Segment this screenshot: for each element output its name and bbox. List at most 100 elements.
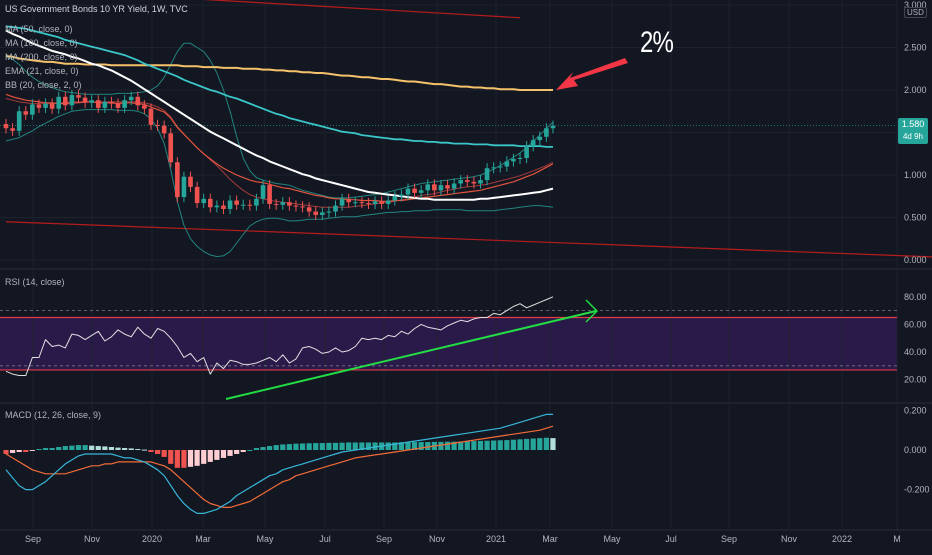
macd-histogram-bar xyxy=(543,437,549,450)
candle-body xyxy=(544,128,549,137)
macd-histogram-bar xyxy=(227,450,233,456)
macd-histogram-bar xyxy=(23,450,29,452)
chart-title: US Government Bonds 10 YR Yield, 1W, TVC xyxy=(5,4,188,14)
price-tick-label: 3.000 xyxy=(904,0,927,10)
annotation-2pct: 2% xyxy=(640,26,674,59)
macd-histogram-bar xyxy=(471,441,477,450)
macd-histogram-bar xyxy=(332,442,339,450)
time-tick-label: Jul xyxy=(665,534,677,544)
candle-body xyxy=(352,202,358,204)
candle-body xyxy=(135,96,141,106)
rsi-band xyxy=(0,317,897,370)
ma50-line xyxy=(5,25,553,148)
candle-body xyxy=(142,105,147,109)
candle-body xyxy=(445,185,450,189)
macd-line xyxy=(5,413,553,515)
candle-body xyxy=(530,140,536,147)
candle-body xyxy=(306,207,312,212)
macd-histogram-bar xyxy=(293,443,299,450)
time-tick-label: 2021 xyxy=(486,534,506,544)
candle-body xyxy=(69,95,75,106)
candle-body xyxy=(550,125,556,129)
candle-body xyxy=(346,198,351,203)
last-price-countdown: 4d 9h xyxy=(902,132,924,141)
macd-histogram-bar xyxy=(42,448,49,450)
channel-lower-line xyxy=(5,221,932,258)
candle-body xyxy=(161,125,167,134)
indicator-ma50-label[interactable]: MA (50, close, 0) xyxy=(5,24,73,34)
red-arrow-icon xyxy=(556,58,628,90)
candle-body xyxy=(260,185,266,199)
indicator-ma100-label[interactable]: MA (100, close, 0) xyxy=(5,38,78,48)
macd-histogram-bar xyxy=(69,445,75,450)
candle-body xyxy=(63,96,68,106)
candle-body xyxy=(201,198,206,204)
macd-histogram-bar xyxy=(240,450,246,452)
macd-signal-line xyxy=(5,425,554,508)
channel-upper-line xyxy=(202,0,521,19)
macd-histogram-bar xyxy=(234,450,240,454)
time-tick-label: Sep xyxy=(376,534,392,544)
macd-histogram-bar xyxy=(339,442,345,450)
macd-histogram-bar xyxy=(425,442,431,450)
candle-body xyxy=(465,180,470,182)
macd-histogram-bar xyxy=(530,438,536,450)
candle-body xyxy=(49,103,55,109)
time-tick-label: Nov xyxy=(84,534,101,544)
candle-body xyxy=(175,162,180,198)
macd-label[interactable]: MACD (12, 26, close, 9) xyxy=(5,410,102,420)
macd-histogram-bar xyxy=(148,450,154,452)
candle-body xyxy=(399,194,404,197)
candle-body xyxy=(273,203,279,205)
price-tick-label: 0.500 xyxy=(904,213,927,223)
currency-label: USD xyxy=(904,7,927,18)
candle-body xyxy=(471,181,477,184)
macd-histogram-bar xyxy=(306,443,312,450)
candle-body xyxy=(478,180,483,184)
time-tick-label: May xyxy=(256,534,274,544)
time-tick-label: Nov xyxy=(429,534,446,544)
macd-histogram-bar xyxy=(62,446,68,450)
price-tick-label: 2.000 xyxy=(904,85,927,95)
time-tick-label: Nov xyxy=(781,534,798,544)
macd-histogram-bar xyxy=(359,442,365,450)
indicator-ema21-label[interactable]: EMA (21, close, 0) xyxy=(5,66,79,76)
candle-body xyxy=(497,166,503,168)
indicator-ma200-label[interactable]: MA (200, close, 0) xyxy=(5,52,78,62)
bb-lower-line xyxy=(5,109,554,258)
candle-body xyxy=(227,200,233,209)
candle-body xyxy=(418,190,424,193)
macd-histogram-bar xyxy=(187,450,194,467)
candle-body xyxy=(82,97,88,103)
last-price-badge: 1.580 4d 9h xyxy=(898,118,928,144)
macd-histogram-bar xyxy=(108,447,115,450)
rsi-label[interactable]: RSI (14, close) xyxy=(5,277,65,287)
rsi-tick-label: 20.00 xyxy=(904,375,927,385)
macd-histogram-bar xyxy=(95,446,101,450)
candle-body xyxy=(122,100,127,108)
macd-histogram-bar xyxy=(372,442,378,450)
price-tick-label: 0.000 xyxy=(904,255,927,265)
candle-body xyxy=(359,202,365,204)
candle-body xyxy=(412,188,417,193)
macd-histogram-bar xyxy=(299,443,306,450)
macd-tick-label: 0.200 xyxy=(904,405,927,415)
candle-body xyxy=(300,206,305,208)
macd-histogram-bar xyxy=(491,440,497,450)
bb-upper-line xyxy=(5,42,554,199)
time-tick-label: M xyxy=(893,534,901,544)
macd-histogram-bar xyxy=(247,450,253,451)
macd-histogram-bar xyxy=(319,443,325,450)
candle-body xyxy=(392,196,398,201)
candle-body xyxy=(320,212,325,215)
macd-histogram-bar xyxy=(398,442,404,450)
candle-body xyxy=(524,146,529,158)
macd-histogram-bar xyxy=(29,450,35,451)
time-tick-label: 2020 xyxy=(142,534,162,544)
candle-body xyxy=(287,202,292,206)
indicator-bb-label[interactable]: BB (20, close, 2, 0) xyxy=(5,80,82,90)
macd-histogram-bar xyxy=(280,444,286,450)
candle-body xyxy=(148,108,154,125)
candle-body xyxy=(76,95,81,98)
candle-body xyxy=(214,205,220,208)
